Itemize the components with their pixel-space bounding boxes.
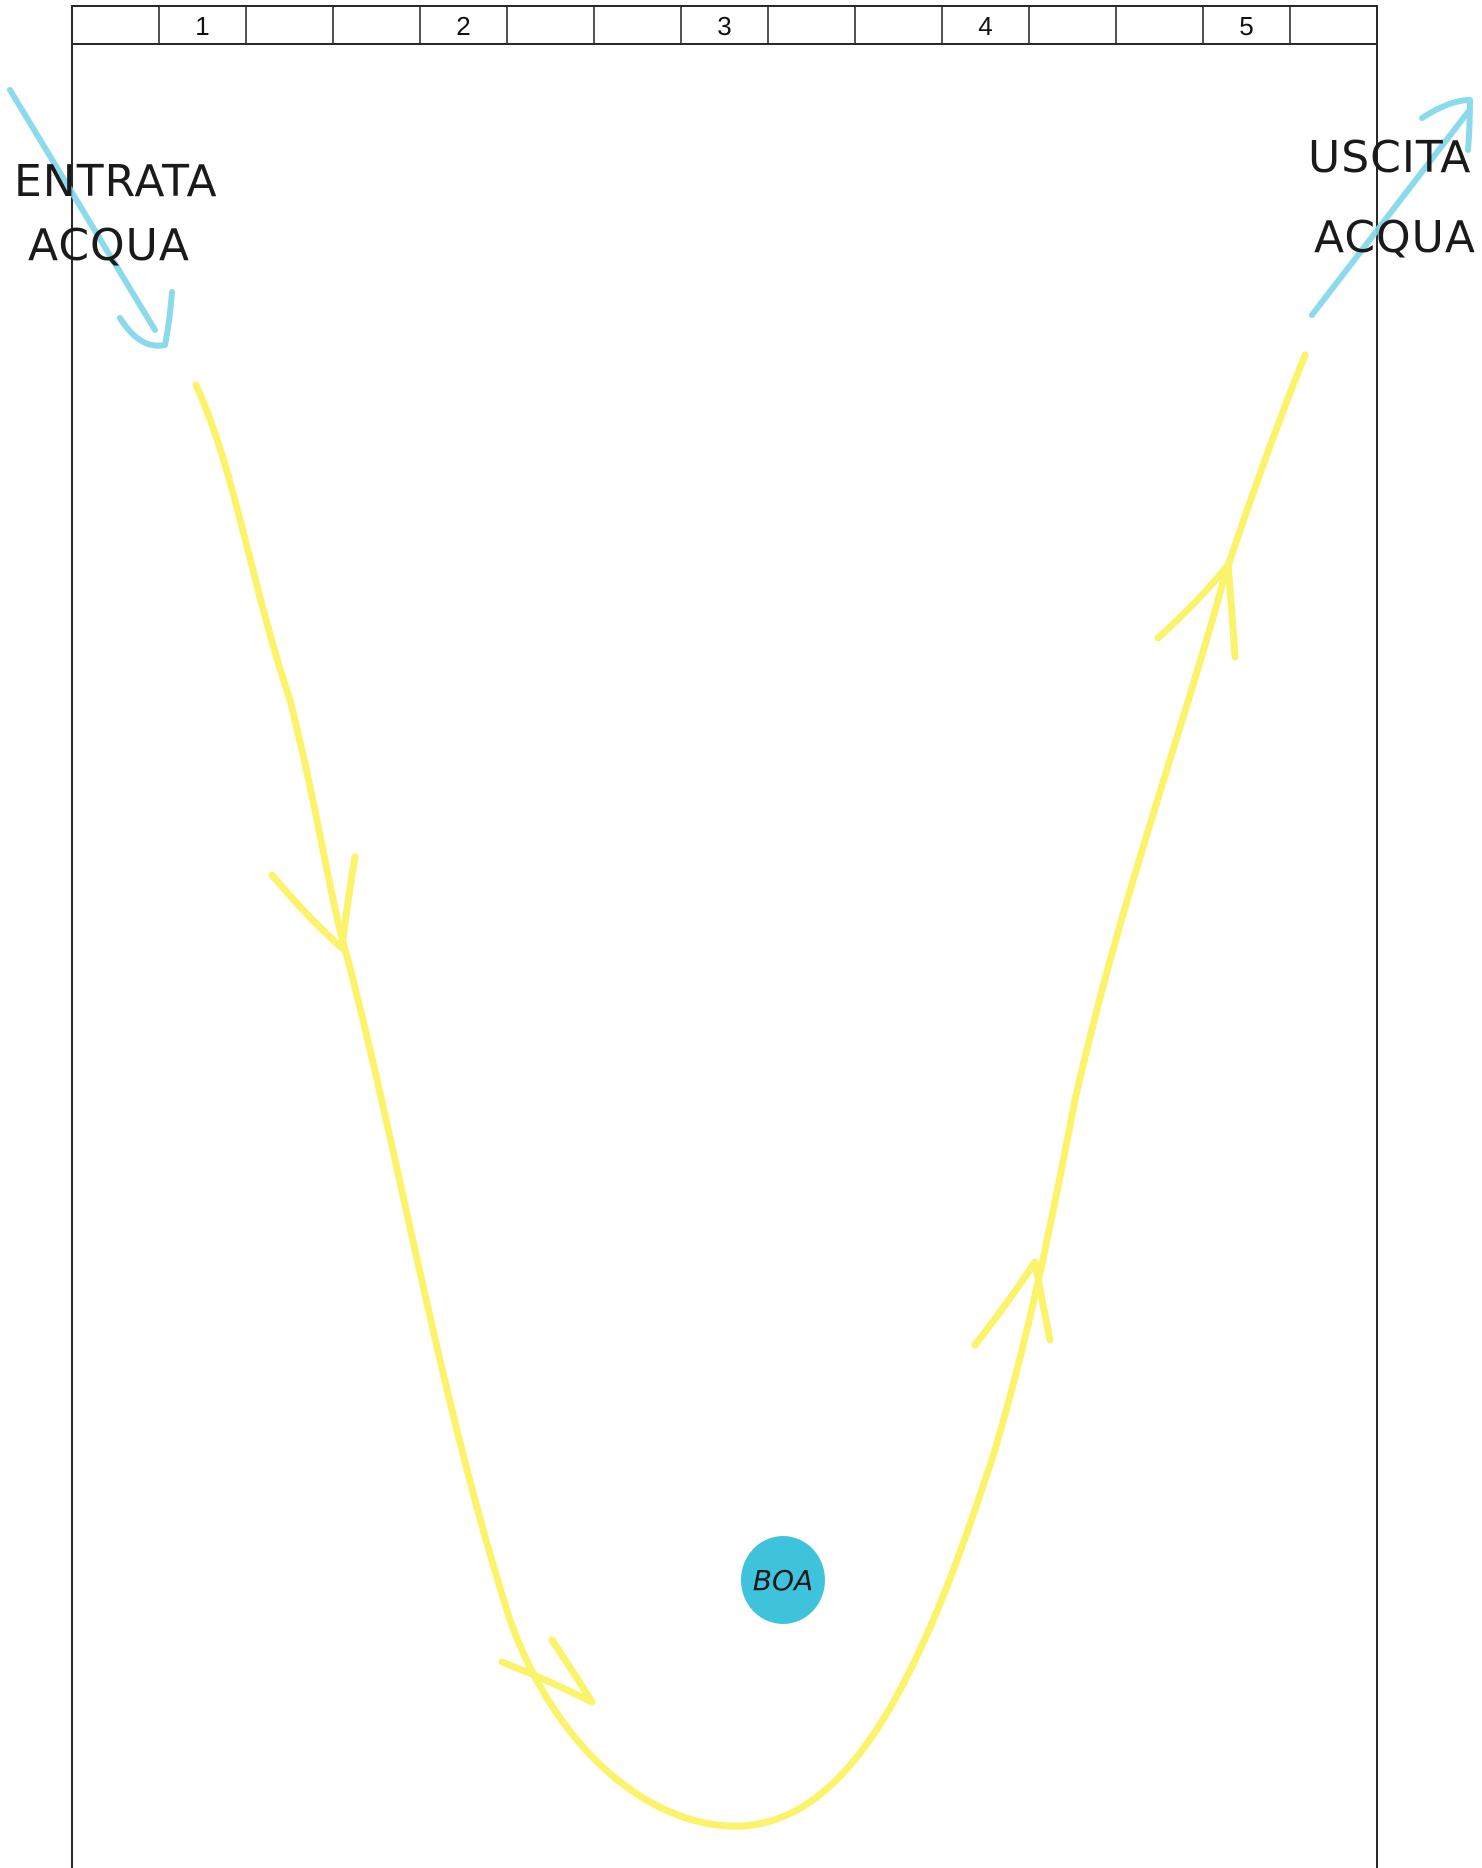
exit-arrow <box>1309 97 1473 318</box>
ruler-frame <box>71 5 1378 45</box>
course-arrow-down-2 <box>498 1636 596 1706</box>
entry-arrow-shaft <box>7 87 158 333</box>
ruler-number: 5 <box>1239 11 1253 41</box>
course-path <box>192 351 1309 1830</box>
exit-label-line1: USCITA <box>1308 132 1471 183</box>
exit-arrow-head <box>1419 97 1473 153</box>
ruler-number: 2 <box>456 11 470 41</box>
buoy: BOA <box>741 1536 825 1624</box>
exit-label-line2: ACQUA <box>1314 212 1476 263</box>
ruler-number: 1 <box>195 11 209 41</box>
exit-label: USCITA ACQUA <box>1308 132 1476 263</box>
swim-course <box>192 351 1309 1830</box>
course-arrow-down-1 <box>268 853 359 952</box>
entry-arrow <box>7 87 175 349</box>
pool-frame <box>71 6 1378 1868</box>
entry-arrow-head <box>117 289 175 349</box>
buoy-marker <box>741 1536 825 1624</box>
ruler-number: 3 <box>717 11 731 41</box>
course-arrow-up-1 <box>971 1258 1054 1349</box>
lane-ruler: 1 2 3 4 5 <box>71 5 1378 45</box>
ruler-number: 4 <box>978 11 992 41</box>
entry-label-line1: ENTRATA <box>14 156 218 207</box>
entry-label-line2: ACQUA <box>28 220 190 271</box>
entry-label: ENTRATA ACQUA <box>14 156 218 271</box>
course-arrow-up-2 <box>1154 561 1239 661</box>
buoy-label: BOA <box>753 1564 813 1597</box>
exit-arrow-shaft <box>1309 109 1471 318</box>
